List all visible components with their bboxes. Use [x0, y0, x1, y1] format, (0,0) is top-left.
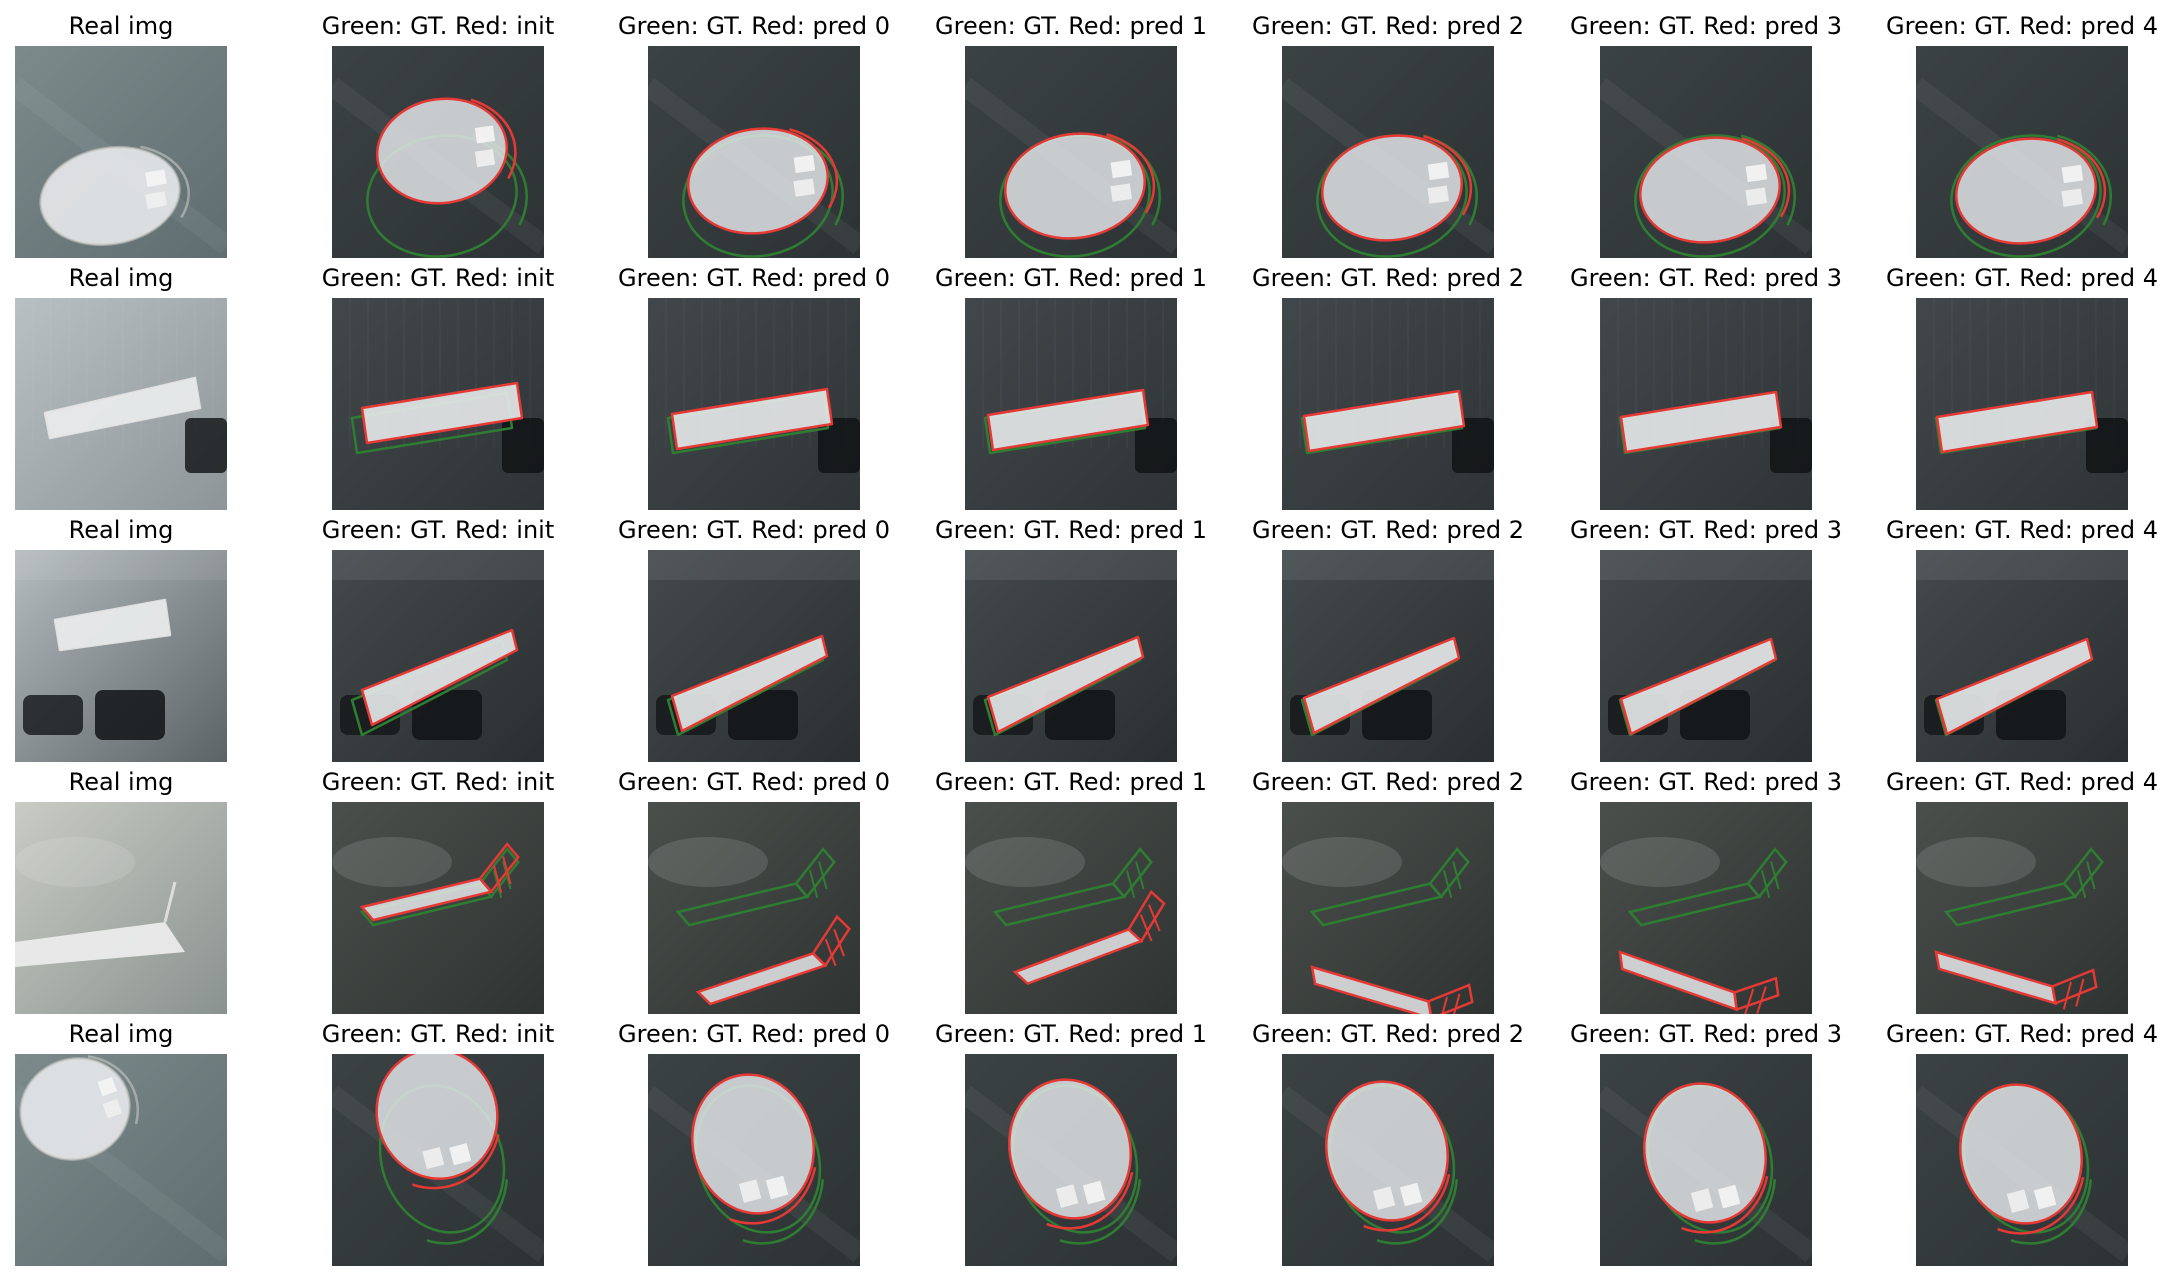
contour-overlay-image	[1282, 46, 1494, 258]
real-image-title: Real img	[68, 768, 174, 796]
overlay-title: Green: GT. Red: pred 2	[1252, 264, 1524, 292]
contour-overlay-image	[648, 1054, 860, 1266]
overlay-title: Green: GT. Red: pred 0	[618, 516, 890, 544]
contour-overlay-image	[1600, 46, 1812, 258]
overlay-title: Green: GT. Red: pred 1	[935, 516, 1207, 544]
contour-overlay-image	[648, 298, 860, 510]
real-image	[15, 46, 227, 258]
contour-overlay-image	[1916, 802, 2128, 1014]
contour-overlay-image	[1600, 1054, 1812, 1266]
real-image-title: Real img	[68, 264, 174, 292]
contour-overlay-image	[1282, 1054, 1494, 1266]
contour-overlay-image	[1600, 298, 1812, 510]
overlay-title: Green: GT. Red: pred 1	[935, 264, 1207, 292]
contour-overlay-image	[1282, 802, 1494, 1014]
contour-overlay-image	[332, 46, 544, 258]
contour-overlay-image	[965, 550, 1177, 762]
contour-overlay-image	[1600, 802, 1812, 1014]
overlay-title: Green: GT. Red: init	[321, 768, 555, 796]
overlay-title: Green: GT. Red: pred 3	[1570, 12, 1842, 40]
overlay-title: Green: GT. Red: pred 3	[1570, 1020, 1842, 1048]
contour-overlay-image	[332, 1054, 544, 1266]
overlay-title: Green: GT. Red: pred 1	[935, 1020, 1207, 1048]
overlay-title: Green: GT. Red: init	[321, 264, 555, 292]
contour-overlay-image	[648, 46, 860, 258]
overlay-title: Green: GT. Red: pred 1	[935, 12, 1207, 40]
real-image-title: Real img	[68, 1020, 174, 1048]
overlay-title: Green: GT. Red: pred 3	[1570, 516, 1842, 544]
overlay-title: Green: GT. Red: pred 2	[1252, 12, 1524, 40]
contour-overlay-image	[1916, 46, 2128, 258]
overlay-title: Green: GT. Red: pred 4	[1886, 264, 2158, 292]
overlay-title: Green: GT. Red: pred 0	[618, 1020, 890, 1048]
contour-overlay-image	[332, 802, 544, 1014]
overlay-title: Green: GT. Red: pred 4	[1886, 1020, 2158, 1048]
contour-overlay-image	[332, 550, 544, 762]
real-image-title: Real img	[68, 516, 174, 544]
contour-overlay-image	[965, 46, 1177, 258]
overlay-title: Green: GT. Red: pred 0	[618, 264, 890, 292]
real-image-title: Real img	[68, 12, 174, 40]
contour-overlay-image	[965, 802, 1177, 1014]
overlay-title: Green: GT. Red: pred 4	[1886, 768, 2158, 796]
overlay-title: Green: GT. Red: pred 4	[1886, 516, 2158, 544]
overlay-title: Green: GT. Red: pred 3	[1570, 264, 1842, 292]
overlay-title: Green: GT. Red: init	[321, 1020, 555, 1048]
overlay-title: Green: GT. Red: pred 2	[1252, 768, 1524, 796]
contour-overlay-image	[1916, 1054, 2128, 1266]
real-image	[15, 298, 227, 510]
overlay-title: Green: GT. Red: pred 4	[1886, 12, 2158, 40]
contour-overlay-image	[648, 802, 860, 1014]
overlay-title: Green: GT. Red: pred 3	[1570, 768, 1842, 796]
overlay-title: Green: GT. Red: pred 0	[618, 768, 890, 796]
contour-overlay-image	[1600, 550, 1812, 762]
contour-overlay-image	[1916, 550, 2128, 762]
overlay-title: Green: GT. Red: pred 2	[1252, 516, 1524, 544]
overlay-title: Green: GT. Red: init	[321, 12, 555, 40]
overlay-title: Green: GT. Red: pred 2	[1252, 1020, 1524, 1048]
overlay-title: Green: GT. Red: pred 1	[935, 768, 1207, 796]
contour-overlay-image	[965, 1054, 1177, 1266]
contour-overlay-image	[1916, 298, 2128, 510]
contour-overlay-image	[965, 298, 1177, 510]
contour-overlay-image	[1282, 298, 1494, 510]
real-image	[15, 1054, 227, 1266]
overlay-title: Green: GT. Red: init	[321, 516, 555, 544]
overlay-title: Green: GT. Red: pred 0	[618, 12, 890, 40]
real-image	[15, 550, 227, 762]
real-image	[15, 802, 227, 1014]
contour-overlay-image	[332, 298, 544, 510]
contour-overlay-image	[648, 550, 860, 762]
contour-overlay-image	[1282, 550, 1494, 762]
